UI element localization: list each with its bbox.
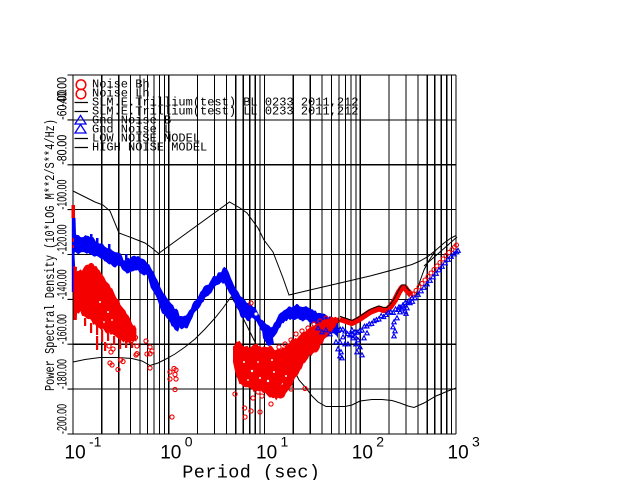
svg-text:-60.00: -60.00	[55, 90, 70, 120]
svg-text:Period (sec): Period (sec)	[182, 463, 320, 480]
svg-text:-160.00: -160.00	[55, 314, 70, 344]
svg-text:-140.00: -140.00	[55, 269, 70, 299]
svg-text:Noise Bh: Noise Bh	[92, 78, 150, 92]
svg-text:10: 10	[352, 443, 373, 464]
svg-text:-200.00: -200.00	[55, 404, 70, 434]
svg-text:10: 10	[448, 443, 469, 464]
svg-text:HIGH NOISE MODEL: HIGH NOISE MODEL	[92, 141, 207, 155]
svg-text:Noise Lh: Noise Lh	[92, 87, 150, 101]
svg-text:2: 2	[376, 434, 384, 450]
svg-text:0: 0	[185, 434, 193, 450]
svg-text:-100.00: -100.00	[55, 180, 70, 210]
svg-text:10: 10	[256, 443, 277, 464]
svg-text:-80.00: -80.00	[55, 135, 70, 165]
svg-text:10: 10	[160, 443, 181, 464]
svg-text:Gnd Noise L: Gnd Noise L	[92, 123, 171, 137]
svg-text:1: 1	[281, 434, 289, 450]
svg-text:-120.00: -120.00	[55, 225, 70, 255]
svg-text:-1: -1	[89, 434, 102, 450]
svg-text:-40.00: -40.00	[55, 77, 70, 107]
svg-text:SLM.E.Trillium(test) BL 0233 2: SLM.E.Trillium(test) BL 0233 2011,212	[92, 96, 358, 110]
svg-text:SLM.E.Trillium(test) LL 0233 2: SLM.E.Trillium(test) LL 0233 2011,212	[92, 105, 358, 119]
svg-text:LOW NOISE MODEL: LOW NOISE MODEL	[92, 132, 200, 146]
svg-text:3: 3	[472, 434, 480, 450]
svg-text:Power Spectral Density (10*LOG: Power Spectral Density (10*LOG M**2/S**4…	[43, 119, 59, 391]
svg-text:-180.00: -180.00	[55, 359, 70, 389]
svg-text:10: 10	[65, 443, 86, 464]
svg-text:Gnd Noise B: Gnd Noise B	[92, 114, 171, 128]
